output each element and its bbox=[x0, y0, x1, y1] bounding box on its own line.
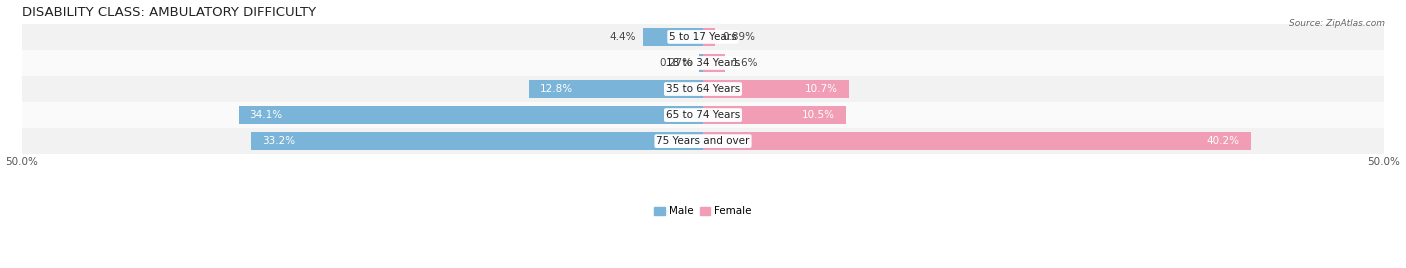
Text: 12.8%: 12.8% bbox=[540, 84, 572, 94]
Bar bbox=[703, 132, 1250, 150]
Text: 4.4%: 4.4% bbox=[610, 32, 637, 42]
Bar bbox=[643, 28, 703, 46]
Text: Source: ZipAtlas.com: Source: ZipAtlas.com bbox=[1289, 19, 1385, 28]
Text: 33.2%: 33.2% bbox=[262, 136, 295, 146]
Bar bbox=[22, 76, 1384, 102]
Bar bbox=[703, 28, 716, 46]
Text: 18 to 34 Years: 18 to 34 Years bbox=[666, 58, 740, 68]
Bar bbox=[22, 128, 1384, 154]
Bar bbox=[703, 106, 846, 124]
Text: 0.27%: 0.27% bbox=[659, 58, 693, 68]
Text: 0.89%: 0.89% bbox=[721, 32, 755, 42]
Bar bbox=[703, 54, 724, 72]
Bar bbox=[699, 54, 703, 72]
Text: 35 to 64 Years: 35 to 64 Years bbox=[666, 84, 740, 94]
Text: 10.5%: 10.5% bbox=[801, 110, 835, 120]
Text: 5 to 17 Years: 5 to 17 Years bbox=[669, 32, 737, 42]
Text: 65 to 74 Years: 65 to 74 Years bbox=[666, 110, 740, 120]
Bar bbox=[22, 50, 1384, 76]
Bar bbox=[703, 80, 849, 98]
Text: 40.2%: 40.2% bbox=[1206, 136, 1240, 146]
Text: DISABILITY CLASS: AMBULATORY DIFFICULTY: DISABILITY CLASS: AMBULATORY DIFFICULTY bbox=[22, 6, 316, 18]
Bar bbox=[529, 80, 703, 98]
Text: 75 Years and over: 75 Years and over bbox=[657, 136, 749, 146]
Text: 1.6%: 1.6% bbox=[731, 58, 758, 68]
Text: 10.7%: 10.7% bbox=[804, 84, 838, 94]
Bar bbox=[239, 106, 703, 124]
Bar bbox=[250, 132, 703, 150]
Text: 34.1%: 34.1% bbox=[249, 110, 283, 120]
Bar bbox=[22, 102, 1384, 128]
Legend: Male, Female: Male, Female bbox=[650, 202, 756, 221]
Bar bbox=[22, 24, 1384, 50]
